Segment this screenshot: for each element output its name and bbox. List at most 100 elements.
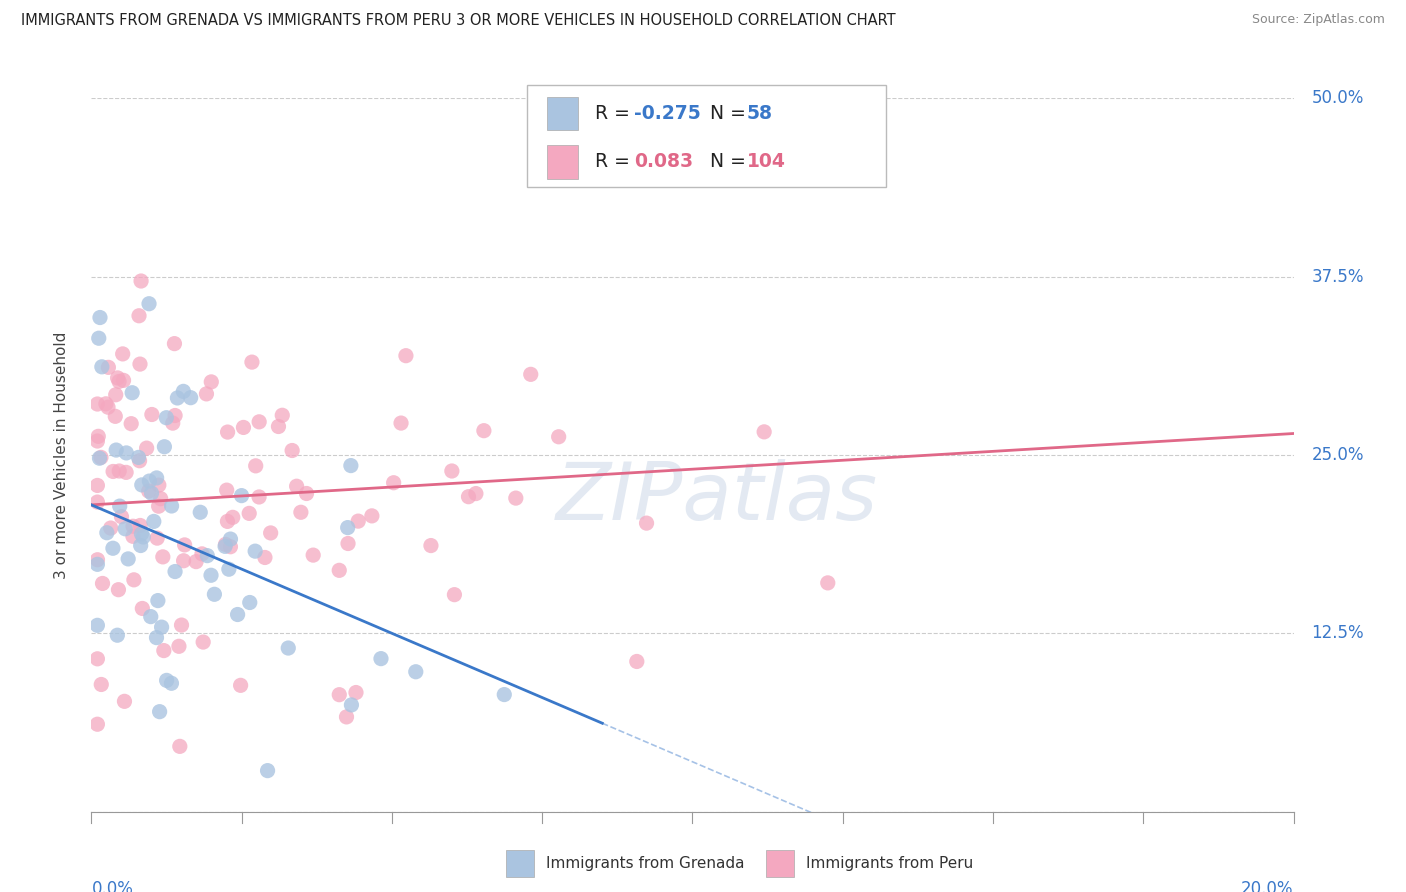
- Point: [100, 521, 122, 535]
- Point: [129, 274, 152, 288]
- Point: [101, 465, 124, 479]
- Point: [138, 474, 160, 488]
- Point: [170, 618, 193, 632]
- Point: [148, 499, 170, 513]
- Point: [217, 425, 239, 439]
- Point: [105, 628, 128, 642]
- Point: [141, 486, 163, 500]
- Point: [238, 507, 260, 521]
- Point: [90, 450, 112, 465]
- Point: [247, 490, 270, 504]
- Point: [122, 519, 145, 533]
- Point: [128, 450, 150, 465]
- Point: [129, 539, 152, 553]
- Point: [141, 408, 163, 422]
- Point: [156, 673, 179, 688]
- Point: [232, 420, 254, 434]
- Point: [149, 705, 172, 719]
- Point: [107, 371, 129, 385]
- Point: [217, 515, 239, 529]
- Point: [86, 434, 108, 448]
- Point: [86, 397, 108, 411]
- Text: 104: 104: [747, 153, 786, 171]
- Point: [285, 479, 308, 493]
- Point: [149, 491, 172, 506]
- Point: [172, 384, 194, 399]
- Point: [122, 573, 145, 587]
- Point: [328, 563, 350, 577]
- Point: [200, 568, 222, 582]
- Point: [167, 640, 190, 654]
- Text: 0.083: 0.083: [634, 153, 693, 171]
- Point: [86, 618, 108, 632]
- Text: ZIPatlas: ZIPatlas: [555, 458, 877, 537]
- Point: [817, 575, 839, 590]
- Point: [121, 385, 143, 400]
- Point: [229, 678, 252, 692]
- Point: [131, 601, 153, 615]
- Point: [86, 553, 108, 567]
- Point: [122, 529, 145, 543]
- Point: [457, 490, 479, 504]
- Point: [86, 495, 108, 509]
- Point: [370, 651, 392, 665]
- Text: Immigrants from Grenada: Immigrants from Grenada: [546, 856, 744, 871]
- Point: [142, 515, 165, 529]
- Point: [129, 357, 152, 371]
- Point: [505, 491, 527, 505]
- Point: [219, 540, 242, 554]
- Text: 25.0%: 25.0%: [1312, 446, 1364, 464]
- Text: Immigrants from Peru: Immigrants from Peru: [806, 856, 973, 871]
- Point: [115, 446, 138, 460]
- Point: [111, 347, 134, 361]
- Point: [395, 349, 418, 363]
- Point: [752, 425, 775, 439]
- Text: 50.0%: 50.0%: [1312, 89, 1364, 107]
- Point: [256, 764, 278, 778]
- Point: [104, 388, 127, 402]
- Point: [636, 516, 658, 530]
- Point: [165, 409, 187, 423]
- Point: [89, 310, 111, 325]
- Point: [277, 640, 299, 655]
- Point: [215, 483, 238, 497]
- Point: [195, 549, 218, 563]
- Point: [222, 510, 245, 524]
- Point: [240, 355, 263, 369]
- Point: [295, 486, 318, 500]
- Point: [226, 607, 249, 622]
- Point: [271, 409, 294, 423]
- Point: [253, 550, 276, 565]
- Point: [112, 373, 135, 387]
- Point: [132, 530, 155, 544]
- Point: [245, 458, 267, 473]
- Point: [302, 548, 325, 562]
- Point: [389, 416, 412, 430]
- Point: [173, 554, 195, 568]
- Point: [129, 518, 152, 533]
- Point: [464, 486, 486, 500]
- Point: [219, 532, 242, 546]
- Point: [145, 631, 167, 645]
- Point: [131, 526, 153, 541]
- Text: R =: R =: [595, 153, 636, 171]
- Point: [169, 739, 191, 754]
- Text: 0.0%: 0.0%: [91, 880, 134, 892]
- Point: [148, 478, 170, 492]
- Point: [128, 309, 150, 323]
- Point: [97, 400, 120, 414]
- Point: [146, 531, 169, 545]
- Text: 20.0%: 20.0%: [1241, 880, 1294, 892]
- Point: [90, 677, 112, 691]
- Text: 37.5%: 37.5%: [1312, 268, 1364, 285]
- Point: [239, 595, 262, 609]
- Point: [90, 359, 112, 374]
- Point: [440, 464, 463, 478]
- Point: [290, 505, 312, 519]
- Point: [104, 409, 127, 424]
- Point: [184, 555, 207, 569]
- Point: [101, 541, 124, 556]
- Point: [494, 688, 516, 702]
- Text: N =: N =: [710, 104, 752, 123]
- Point: [146, 593, 169, 607]
